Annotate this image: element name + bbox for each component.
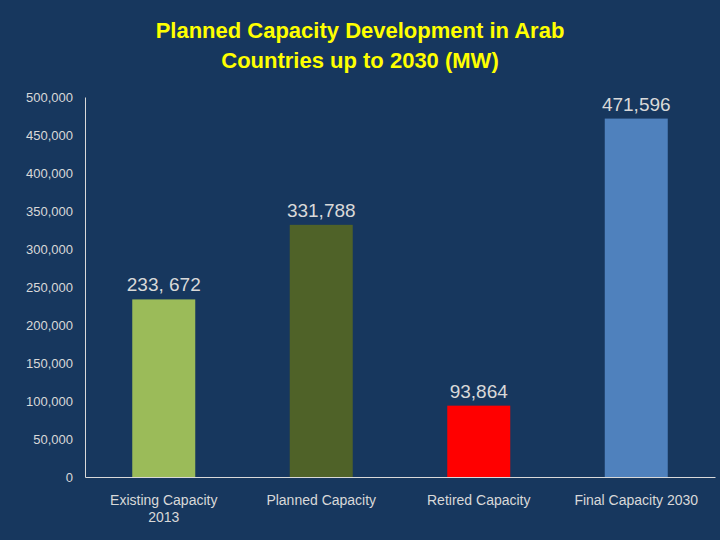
y-tick: 450,000	[26, 128, 85, 143]
y-tick-label: 150,000	[26, 356, 73, 371]
y-tick-label: 300,000	[26, 242, 73, 257]
y-tick: 0	[66, 470, 85, 485]
x-tick-label: Retired Capacity	[427, 492, 531, 508]
chart: Planned Capacity Development in ArabCoun…	[0, 0, 720, 540]
x-tick-label: Planned Capacity	[266, 492, 376, 508]
x-axis-line	[86, 477, 716, 478]
y-tick-label: 450,000	[26, 128, 73, 143]
y-tick-label: 350,000	[26, 204, 73, 219]
title: Planned Capacity Development in ArabCoun…	[156, 18, 565, 73]
y-tick-label: 500,000	[26, 90, 73, 105]
y-tick: 200,000	[26, 318, 85, 333]
y-tick-label: 250,000	[26, 280, 73, 295]
data-labels: 233, 672 331,788 93,864 471,596	[127, 94, 671, 402]
bar	[447, 406, 510, 477]
background	[0, 0, 720, 540]
y-tick: 300,000	[26, 242, 85, 257]
x-tick-label: Final Capacity 2030	[574, 492, 698, 508]
y-tick-label: 200,000	[26, 318, 73, 333]
x-tick-label: Existing Capacity2013	[110, 492, 217, 525]
bar	[290, 225, 353, 477]
x-tick: Final Capacity 2030	[574, 477, 698, 508]
x-axis: Existing Capacity2013 Planned Capacity Ret…	[86, 477, 716, 525]
y-tick-label: 0	[66, 470, 73, 485]
x-tick: Retired Capacity	[427, 477, 531, 508]
y-tick: 250,000	[26, 280, 85, 295]
data-label: 233, 672	[127, 274, 201, 295]
x-tick: Planned Capacity	[266, 477, 376, 508]
y-tick: 350,000	[26, 204, 85, 219]
y-tick: 400,000	[26, 166, 85, 181]
y-tick-label: 400,000	[26, 166, 73, 181]
y-axis: 0 50,000 100,000 150,000 200,000 250,000 300,0…	[26, 90, 86, 485]
bar	[132, 299, 195, 477]
y-tick: 150,000	[26, 356, 85, 371]
x-tick: Existing Capacity2013	[110, 477, 217, 525]
data-label: 93,864	[450, 381, 509, 402]
y-tick: 100,000	[26, 394, 85, 409]
y-tick: 500,000	[26, 90, 85, 105]
bars	[132, 119, 668, 477]
y-tick-label: 50,000	[33, 432, 73, 447]
bar	[605, 119, 668, 477]
y-tick: 50,000	[33, 432, 85, 447]
data-label: 471,596	[602, 94, 671, 115]
y-axis-line	[85, 98, 86, 478]
data-label: 331,788	[287, 200, 356, 221]
y-tick-label: 100,000	[26, 394, 73, 409]
